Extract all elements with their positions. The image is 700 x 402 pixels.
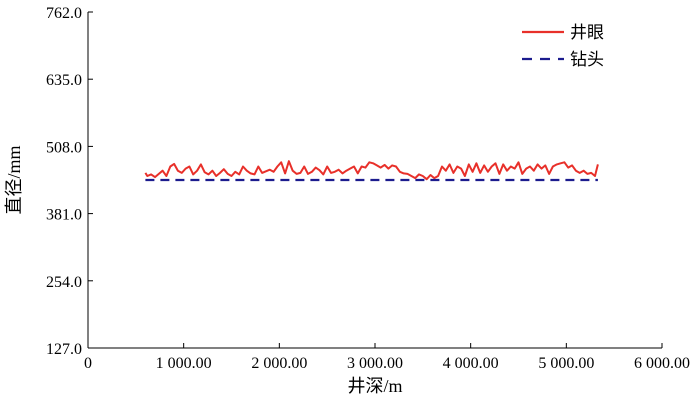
y-tick-label: 635.0 bbox=[46, 72, 82, 89]
legend: 井眼 钻头 bbox=[522, 23, 604, 69]
y-tick-label: 254.0 bbox=[46, 274, 82, 291]
x-tick-label: 3 000.00 bbox=[347, 355, 403, 372]
series-layer bbox=[144, 160, 599, 182]
x-tick-label: 0 bbox=[84, 355, 92, 372]
y-axis-title: 直径/mm bbox=[4, 145, 24, 214]
legend-label-bit: 钻头 bbox=[570, 50, 604, 69]
x-tick-label: 5 000.00 bbox=[538, 355, 594, 372]
y-tick-label: 508.0 bbox=[46, 139, 82, 156]
x-tick-label: 4 000.00 bbox=[443, 355, 499, 372]
x-tick-label: 2 000.00 bbox=[251, 355, 307, 372]
y-tick-label: 762.0 bbox=[46, 5, 82, 22]
y-tick-label: 127.0 bbox=[46, 341, 82, 358]
y-tick-label: 381.0 bbox=[46, 207, 82, 224]
x-ticks: 0 1 000.00 2 000.00 3 000.00 4 000.00 5 000.0… bbox=[84, 343, 690, 372]
hole-diameter-line bbox=[144, 160, 599, 181]
x-tick-label: 1 000.00 bbox=[156, 355, 212, 372]
y-ticks: 127.0 254.0 381.0 508.0 635.0 762.0 bbox=[46, 5, 93, 358]
x-tick-label: 6 000.00 bbox=[634, 355, 690, 372]
x-axis-title: 井深/m bbox=[347, 376, 402, 396]
legend-label-hole: 井眼 bbox=[570, 23, 604, 42]
